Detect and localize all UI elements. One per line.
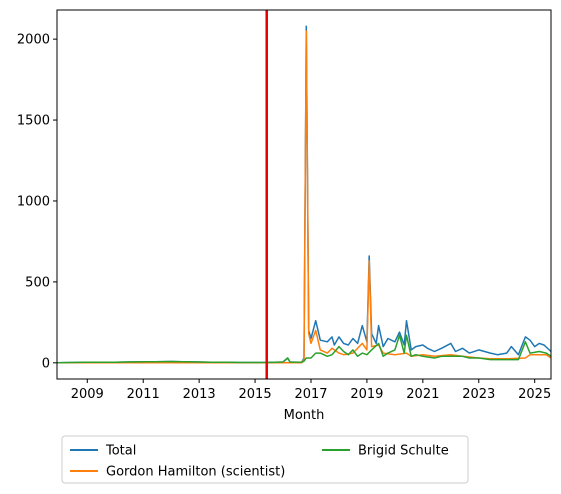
y-tick-label-1000: 1000: [17, 194, 50, 209]
x-tick-label-2023: 2023: [462, 387, 495, 402]
x-tick-label-2021: 2021: [406, 387, 439, 402]
legend: Total Gordon Hamilton (scientist) Brigid S…: [61, 435, 469, 484]
y-tick-label-1500: 1500: [17, 114, 50, 129]
legend-label-3: Brigid Schulte: [358, 444, 449, 459]
legend-box: [61, 435, 469, 484]
x-tick-label-2011: 2011: [127, 387, 160, 402]
x-tick-label-2015: 2015: [239, 387, 272, 402]
series-layer: [57, 25, 551, 364]
x-tick-label-2017: 2017: [294, 387, 327, 402]
y-axis: 0 500 1000 1500 2000: [17, 33, 57, 371]
x-tick-label-2025: 2025: [518, 387, 551, 402]
legend-label-1: Total: [105, 444, 136, 459]
x-axis: 2009 2011 2013 2015 2017 2019 2021 2023 2025: [71, 379, 551, 402]
x-tick-label-2019: 2019: [350, 387, 383, 402]
x-axis-title: Month: [284, 408, 325, 423]
x-tick-label-2013: 2013: [183, 387, 216, 402]
y-tick-label-0: 0: [42, 356, 50, 371]
y-tick-label-2000: 2000: [17, 33, 50, 48]
x-tick-label-2009: 2009: [71, 387, 104, 402]
y-tick-label-500: 500: [25, 275, 50, 290]
plot-frame: [56, 9, 552, 380]
series-line-3: [57, 334, 551, 364]
legend-label-2: Gordon Hamilton (scientist): [106, 465, 285, 480]
